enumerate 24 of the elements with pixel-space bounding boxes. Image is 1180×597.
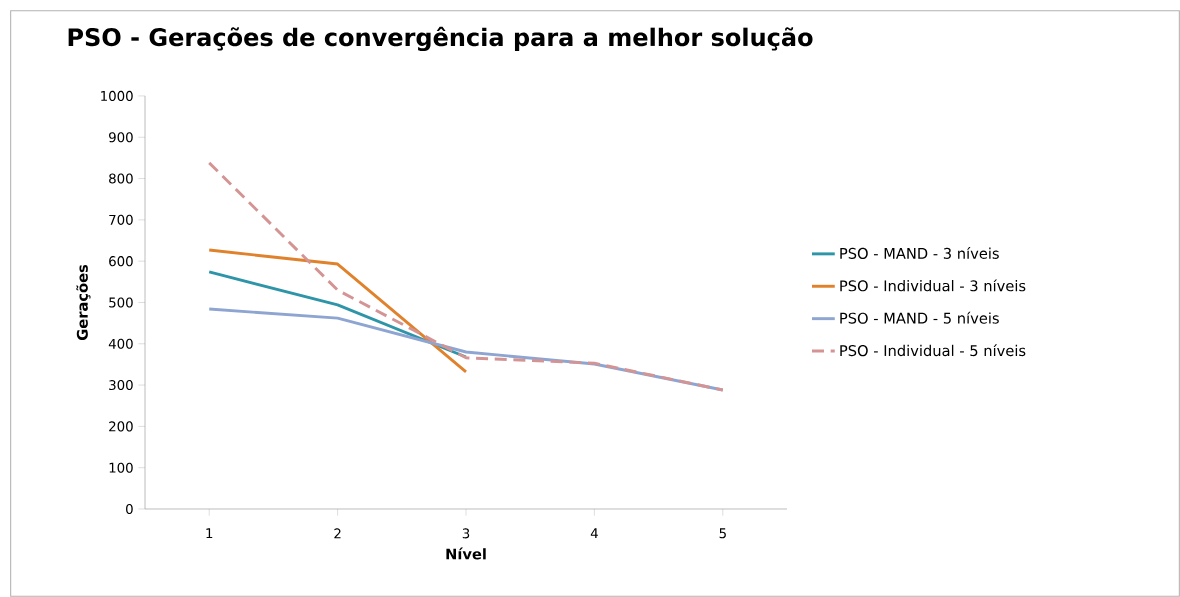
y-tick-label: 100 bbox=[109, 462, 133, 473]
x-tick-label: 2 bbox=[334, 528, 341, 539]
y-tick-label: 900 bbox=[109, 132, 133, 143]
legend-label: PSO - Individual - 5 níveis bbox=[840, 344, 1026, 357]
y-tick-label: 0 bbox=[126, 503, 133, 515]
y-tick-label: 500 bbox=[109, 297, 133, 308]
y-tick-label: 600 bbox=[109, 256, 133, 267]
y-tick-label: 1000 bbox=[101, 90, 133, 101]
legend-label: PSO - MAND - 5 níveis bbox=[840, 311, 999, 324]
y-axis-title: Gerações bbox=[76, 264, 91, 341]
x-tick-label: 5 bbox=[719, 528, 726, 539]
y-tick-label: 700 bbox=[109, 214, 133, 225]
x-axis-title: Nível bbox=[446, 547, 486, 560]
x-tick-label: 4 bbox=[590, 528, 598, 539]
chart-title: PSO - Gerações de convergência para a melhor solução bbox=[68, 26, 813, 52]
line-series bbox=[207, 161, 725, 392]
y-tick-label: 800 bbox=[109, 173, 133, 184]
legend-label: PSO - MAND - 3 níveis bbox=[840, 247, 999, 259]
x-tick-label: 1 bbox=[206, 528, 213, 539]
y-tick-label: 200 bbox=[109, 421, 133, 432]
x-tick-label: 3 bbox=[462, 528, 470, 539]
y-tick-label: 400 bbox=[108, 338, 133, 349]
legend-label: PSO - Individual - 3 níveis bbox=[840, 279, 1026, 292]
y-tick-label: 300 bbox=[109, 380, 133, 391]
